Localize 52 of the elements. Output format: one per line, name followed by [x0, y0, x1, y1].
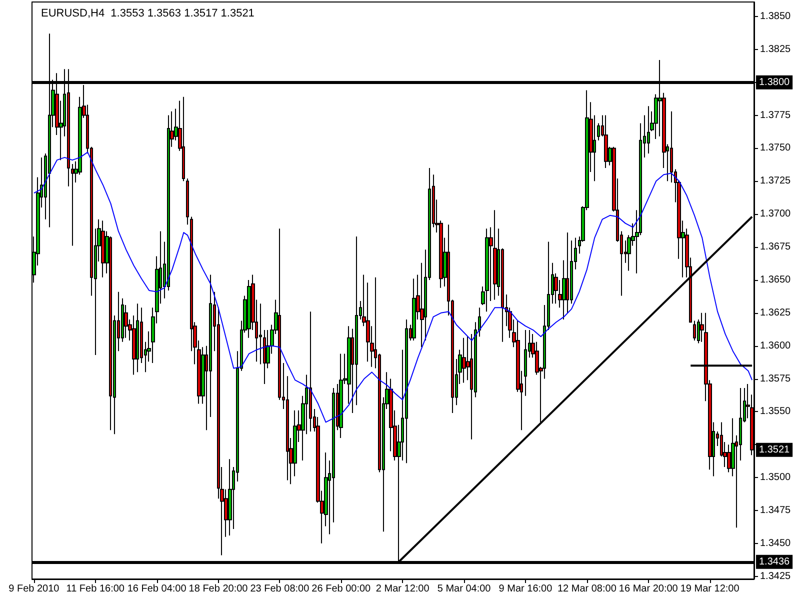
candlestick	[136, 303, 139, 373]
candlestick	[71, 164, 74, 246]
x-tick-label: 9 Feb 2010	[8, 584, 60, 594]
candlestick	[101, 220, 105, 278]
x-tick-label: 26 Feb 00:00	[312, 584, 372, 594]
y-tick-label: 1.3600	[760, 340, 792, 352]
candlestick	[405, 318, 408, 464]
y-tick-label: 1.3450	[760, 538, 792, 549]
candlestick	[309, 311, 312, 432]
y-tick-label: 1.3825	[760, 44, 792, 55]
candlestick	[462, 337, 466, 384]
y-tick-label: 1.3775	[760, 110, 792, 121]
y-tick-label: 1.3425	[760, 570, 792, 582]
candlestick	[259, 303, 262, 365]
x-tick-label: 16 Feb 04:00	[127, 584, 187, 594]
y-tick-label: 1.3475	[760, 505, 792, 516]
x-tick-label: 12 Mar 08:00	[557, 584, 617, 594]
y-tick-label: 1.3850	[760, 10, 792, 22]
candlestick	[339, 353, 343, 439]
x-tick-label: 5 Mar 04:00	[437, 584, 492, 594]
candlestick	[493, 210, 497, 300]
candlestick	[412, 278, 416, 342]
x-tick-label: 9 Mar 16:00	[498, 584, 553, 594]
candlestick	[182, 96, 185, 182]
y-tick-label: 1.3625	[760, 307, 792, 318]
candlestick	[228, 458, 232, 536]
x-tick-label: 18 Feb 20:00	[188, 584, 248, 594]
text: EURUSD,H4 1.3553 1.3563 1.3517 1.3521	[41, 8, 254, 20]
y-tick-label: 1.3650	[760, 274, 792, 286]
y-tick-label: 1.3700	[760, 208, 792, 220]
y-tick-label: 1.3675	[760, 242, 792, 253]
y-tick-label: 1.3750	[760, 142, 792, 154]
candlestick	[647, 106, 650, 154]
candlestick	[604, 114, 608, 168]
candlestick	[485, 228, 489, 312]
candlestick	[263, 330, 266, 385]
candlestick	[524, 330, 527, 396]
x-tick-label: 23 Feb 08:00	[250, 584, 310, 594]
y-tick-label: 1.3725	[760, 176, 792, 187]
x-tick-label: 16 Mar 20:00	[618, 584, 678, 594]
annotation: 1.3521	[759, 444, 790, 456]
x-tick-label: 11 Feb 16:00	[66, 584, 125, 594]
y-tick-label: 1.3550	[760, 406, 792, 418]
x-tick-label: 2 Mar 12:00	[376, 584, 430, 594]
candlestick	[693, 320, 696, 342]
x-tick-label: 19 Mar 12:00	[680, 584, 740, 594]
y-tick-label: 1.3500	[760, 472, 792, 484]
ref-line-label: 1.3800	[759, 76, 790, 88]
ref-line-label: 1.3436	[759, 556, 790, 568]
y-tick-label: 1.3575	[760, 373, 792, 384]
line-series	[33, 152, 753, 423]
candlestick	[186, 178, 189, 226]
